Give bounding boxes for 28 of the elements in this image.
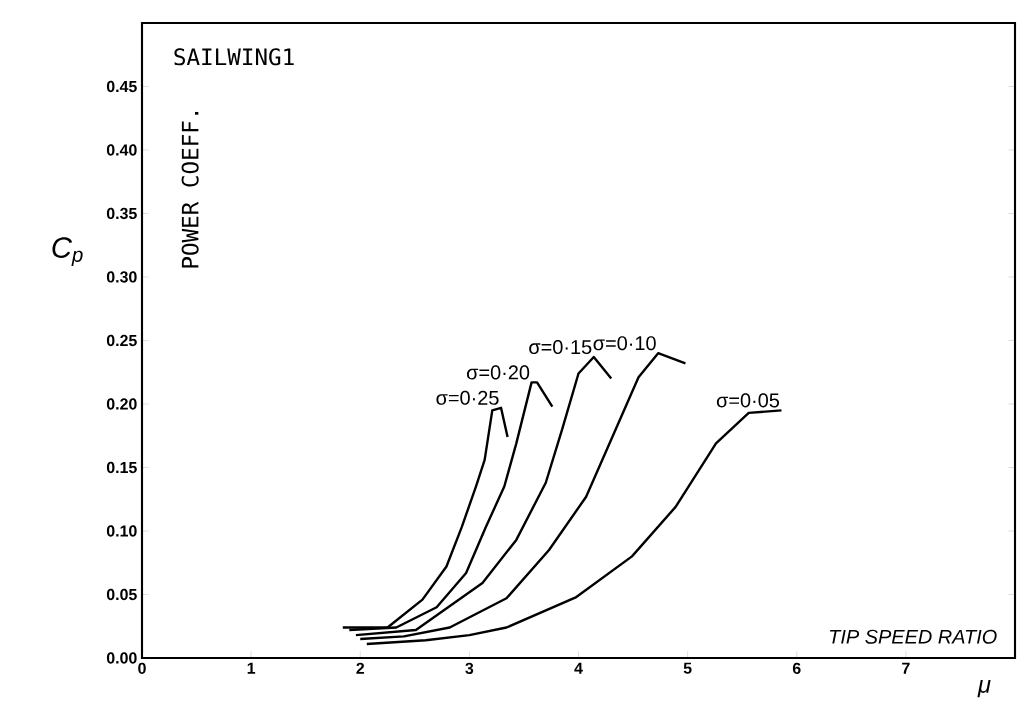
y-tick-label: 0.10: [106, 525, 137, 537]
annotation: TIP SPEED RATIO: [829, 629, 997, 644]
series-label: σ=0·10: [593, 336, 656, 351]
series-label: σ=0·15: [529, 339, 592, 355]
series-label: σ=0·20: [467, 365, 530, 380]
x-tick-label: 0: [138, 662, 146, 674]
x-tick-label: 3: [465, 662, 474, 675]
y-tick-label: 0.25: [106, 334, 137, 347]
y-tick-label: 0.15: [106, 461, 137, 474]
y-tick-label: 0.40: [106, 144, 137, 156]
y-axis-title: C$_{p}$: [52, 237, 83, 266]
series-label: σ=0·05: [716, 393, 780, 408]
y-tick-label: 0.00: [106, 652, 137, 664]
y-tick-label: 0.45: [106, 80, 137, 93]
y-tick-label: 0.05: [106, 588, 137, 601]
x-tick-label: 5: [683, 662, 692, 674]
x-tick-label: 7: [902, 662, 910, 674]
text: SAILWING1: [174, 48, 294, 66]
x-axis-title: μ: [977, 680, 991, 698]
y-tick-label: 0.35: [106, 207, 137, 220]
annotation: POWER COEFF.: [181, 111, 199, 268]
y-tick-label: 0.30: [106, 271, 137, 283]
x-tick-label: 4: [574, 662, 583, 674]
x-tick-label: 6: [792, 662, 801, 674]
x-tick-label: 1: [247, 662, 256, 674]
x-tick-label: 2: [356, 662, 365, 674]
series-label: σ=0·25: [436, 390, 499, 405]
y-tick-label: 0.20: [106, 398, 137, 410]
